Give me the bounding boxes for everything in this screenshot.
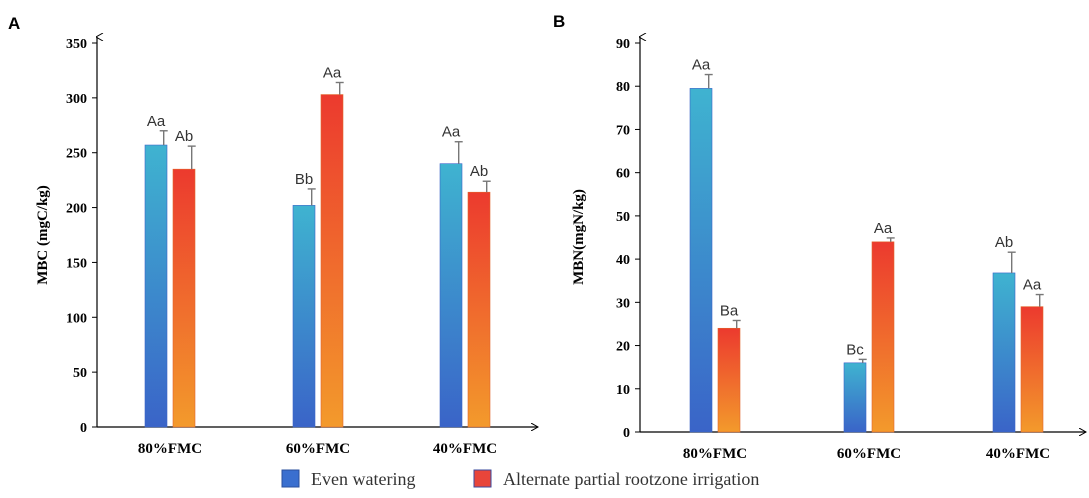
y-tick-label-b: 20 [616, 340, 630, 355]
y-tick-label-a: 300 [66, 92, 87, 107]
category-label-a: 80%FMC [138, 441, 202, 457]
y-tick-label-b: 10 [616, 383, 630, 398]
y-tick-label-b: 70 [616, 123, 630, 138]
category-label-b: 60%FMC [837, 446, 901, 462]
y-tick-label-a: 0 [80, 421, 87, 436]
significance-label-a: Aa [323, 64, 342, 81]
y-tick-label-b: 80 [616, 80, 630, 95]
legend-swatch-apri [473, 469, 492, 488]
y-tick-label-b: 30 [616, 296, 630, 311]
significance-label-a: Aa [147, 113, 166, 130]
category-label-a: 40%FMC [433, 441, 497, 457]
significance-label-b: Aa [874, 220, 893, 237]
bar-a-even-0 [144, 144, 168, 428]
bar-b-even-1 [843, 362, 867, 433]
y-tick-label-a: 350 [66, 37, 87, 52]
panel-b: B 0 10 20 30 40 50 60 70 80 90 MBN(mgN/kg) 80%FMC 60… [553, 12, 1086, 462]
bar-a-apri-0 [172, 168, 196, 428]
significance-label-b: Aa [1023, 277, 1042, 294]
category-label-a: 60%FMC [286, 441, 350, 457]
bar-a-apri-1 [320, 94, 344, 428]
y-tick-label-a: 150 [66, 256, 87, 271]
legend-label-apri: Alternate partial rootzone irrigation [503, 469, 759, 489]
y-tick-label-b: 60 [616, 167, 630, 182]
panel-a-letter: A [8, 14, 20, 33]
significance-label-a: Ab [470, 163, 488, 180]
significance-label-a: Ab [175, 128, 193, 145]
panel-a: A 0 50 100 150 200 250 300 350 MBC (mgC/kg) 80%FM… [8, 14, 538, 457]
y-tick-label-a: 200 [66, 202, 87, 217]
significance-label-b: Bc [846, 341, 864, 358]
y-axis-title-b: MBN(mgN/kg) [571, 189, 587, 285]
y-axis-title-a: MBC (mgC/kg) [35, 185, 51, 285]
bar-b-apri-2 [1020, 306, 1044, 433]
bar-b-apri-0 [717, 327, 741, 433]
y-tick-label-a: 100 [66, 311, 87, 326]
panel-b-letter: B [553, 12, 565, 31]
y-tick-label-b: 50 [616, 210, 630, 225]
legend: Even watering Alternate partial rootzone… [281, 469, 759, 489]
significance-label-b: Ab [995, 234, 1013, 251]
bar-a-even-2 [439, 163, 463, 428]
y-tick-label-b: 90 [616, 37, 630, 52]
legend-label-even: Even watering [311, 469, 415, 489]
bar-b-even-0 [689, 88, 713, 433]
y-tick-label-a: 50 [73, 366, 87, 381]
y-tick-label-b: 40 [616, 253, 630, 268]
significance-label-a: Aa [442, 124, 461, 141]
bar-b-even-2 [992, 272, 1016, 433]
category-label-b: 40%FMC [986, 446, 1050, 462]
significance-label-b: Ba [720, 302, 739, 319]
significance-label-b: Aa [692, 57, 711, 74]
bar-a-even-1 [292, 205, 316, 428]
legend-swatch-even [281, 469, 300, 488]
bar-a-apri-2 [467, 191, 491, 428]
significance-label-a: Bb [295, 171, 313, 188]
y-tick-label-b: 0 [623, 426, 630, 441]
y-tick-label-a: 250 [66, 147, 87, 162]
bar-b-apri-1 [871, 241, 895, 433]
category-label-b: 80%FMC [683, 446, 747, 462]
